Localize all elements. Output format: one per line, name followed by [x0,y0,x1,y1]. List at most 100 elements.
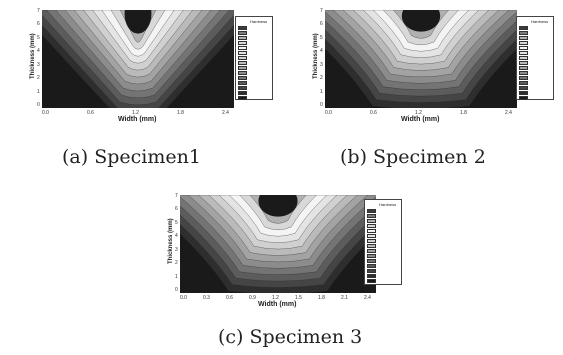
y-tick-label: 3 [175,246,178,253]
legend-entry [238,45,270,50]
legend-swatch [238,90,247,95]
y-tick-label: 6 [175,206,178,213]
contour-core [124,10,152,34]
legend-entry [238,30,270,35]
legend-swatch [238,80,247,85]
legend-swatch [519,65,528,70]
legend-entry [519,75,551,80]
legend-entry [367,243,399,248]
x-tick-label: 0.3 [203,295,210,301]
contour-core [401,10,441,32]
legend-entry [367,248,399,253]
legend-swatch [367,223,376,228]
legend-entry [519,40,551,45]
legend-swatch [238,95,247,100]
legend-swatch [238,25,247,30]
y-tick-label: 5 [175,219,178,226]
legend-entry [519,80,551,85]
x-axis-label: Width (mm) [401,116,440,123]
contour-plot [42,10,234,108]
x-tick-label: 1.2 [132,110,139,116]
contour-plot [180,195,376,293]
legend-swatch [238,35,247,40]
caption-specimen-3: (c) Specimen 3 [218,326,363,348]
y-tick-label: 5 [37,34,40,41]
x-tick-label: 2.4 [222,110,229,116]
x-tick-label: 1.8 [460,110,467,116]
y-tick-label: 4 [37,48,40,55]
x-tick-label: 0.0 [42,110,49,116]
x-tick-label: 2.4 [505,110,512,116]
legend: Hardness [235,16,273,100]
legend: Hardness [516,16,554,100]
legend-entry [238,65,270,70]
x-tick-label: 0.6 [226,295,233,301]
legend-swatch [367,243,376,248]
y-tick-label: 7 [37,8,40,14]
x-tick-label: 1.2 [415,110,422,116]
legend-entry [367,233,399,238]
y-tick-label: 2 [175,260,178,267]
caption-specimen-2: (b) Specimen 2 [340,146,486,168]
y-tick-label: 0 [320,102,323,108]
legend-swatch [238,70,247,75]
x-tick-label: 0.6 [370,110,377,116]
legend-entry [367,228,399,233]
legend-entry [367,278,399,283]
legend-swatch [367,263,376,268]
x-tick-label: 1.8 [177,110,184,116]
y-tick-label: 7 [175,193,178,199]
legend-swatch [367,253,376,258]
y-tick-label: 6 [320,21,323,28]
legend-swatch [519,70,528,75]
legend-entry [238,95,270,100]
legend-swatch [519,60,528,65]
legend-swatch [519,40,528,45]
legend-entry [367,263,399,268]
legend-entry [238,35,270,40]
y-tick-label: 1 [175,273,178,280]
legend-entry [367,223,399,228]
y-tick-label: 0 [175,287,178,293]
legend-entry [238,80,270,85]
legend-swatch [519,50,528,55]
legend-entry [519,65,551,70]
y-tick-label: 7 [320,8,323,14]
legend-entry [519,90,551,95]
legend-swatch [367,273,376,278]
legend-swatch [519,30,528,35]
legend-swatch [238,75,247,80]
legend-entry [367,238,399,243]
legend-swatch [367,278,376,283]
heatmap-panel-b: Thickness (mm) Width (mm) Hardness 7 6 5 4 3… [313,8,556,130]
x-axis-label: Width (mm) [118,116,157,123]
legend-swatch [519,90,528,95]
legend-entry [519,95,551,100]
x-axis-label: Width (mm) [258,301,297,308]
legend-entry [367,258,399,263]
legend-swatch [519,85,528,90]
y-tick-label: 0 [37,102,40,108]
legend-swatch [367,213,376,218]
legend-swatch [238,45,247,50]
y-tick-label: 2 [320,75,323,82]
legend-entry [519,45,551,50]
legend-title: Hardness [379,202,397,207]
legend-entry [519,55,551,60]
legend-entry [238,75,270,80]
x-tick-label: 1.2 [272,295,279,301]
legend-entry [238,55,270,60]
legend-entry [238,50,270,55]
x-tick-label: 0.9 [249,295,256,301]
legend-title: Hardness [250,19,268,24]
legend-swatch [367,228,376,233]
heatmap-panel-a: Thickness (mm) Width (mm) Hardness 7 6 5 4 3… [30,8,275,130]
legend-entry [238,60,270,65]
legend-swatch [519,25,528,30]
legend-entry [238,25,270,30]
legend-swatch [519,75,528,80]
legend-entry [238,40,270,45]
legend-swatch [367,258,376,263]
y-tick-label: 4 [320,48,323,55]
legend-swatch [238,50,247,55]
